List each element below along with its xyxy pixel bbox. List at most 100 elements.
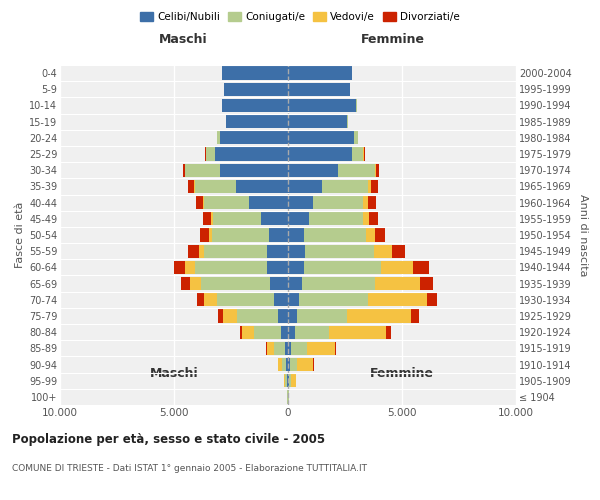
Bar [190,277,202,290]
Bar [363,196,368,209]
Bar [288,342,292,355]
Bar [286,358,288,371]
Bar [335,342,336,355]
Bar [288,358,290,371]
Bar [196,196,203,209]
Bar [218,310,223,322]
Bar [217,131,220,144]
Bar [322,180,368,193]
Text: Maschi: Maschi [149,367,199,380]
Bar [215,148,288,160]
Y-axis label: Anni di nascita: Anni di nascita [578,194,589,276]
Bar [181,277,190,290]
Bar [368,180,371,193]
Bar [203,244,268,258]
Bar [364,148,365,160]
Bar [202,277,270,290]
Bar [288,115,347,128]
Bar [206,148,215,160]
Bar [222,99,288,112]
Bar [268,244,288,258]
Bar [209,228,212,241]
Bar [307,342,335,355]
Bar [374,277,420,290]
Bar [288,326,295,339]
Bar [288,228,304,241]
Bar [278,310,288,322]
Bar [308,212,363,226]
Bar [200,228,209,241]
Bar [374,228,385,241]
Bar [203,293,217,306]
Bar [374,164,376,177]
Bar [285,342,288,355]
Bar [288,212,308,226]
Bar [281,326,288,339]
Bar [284,374,285,388]
Bar [373,244,392,258]
Bar [220,131,288,144]
Bar [185,164,220,177]
Bar [224,82,288,96]
Bar [205,148,206,160]
Legend: Celibi/Nubili, Coniugati/e, Vedovi/e, Divorziati/e: Celibi/Nubili, Coniugati/e, Vedovi/e, Di… [136,8,464,26]
Bar [297,310,347,322]
Bar [313,196,363,209]
Bar [413,260,430,274]
Bar [288,310,297,322]
Text: Femmine: Femmine [361,34,425,46]
Bar [288,277,302,290]
Bar [274,293,288,306]
Bar [288,260,304,274]
Bar [278,358,281,371]
Bar [194,260,268,274]
Text: Femmine: Femmine [370,367,434,380]
Bar [213,212,260,226]
Bar [288,244,305,258]
Bar [239,326,242,339]
Bar [392,244,406,258]
Bar [313,358,314,371]
Bar [254,326,281,339]
Bar [226,115,288,128]
Bar [194,180,236,193]
Bar [347,310,411,322]
Bar [288,293,299,306]
Bar [365,228,374,241]
Bar [420,277,433,290]
Bar [292,342,307,355]
Y-axis label: Fasce di età: Fasce di età [14,202,25,268]
Bar [371,180,378,193]
Bar [222,66,288,80]
Bar [352,148,363,160]
Bar [376,164,379,177]
Bar [237,310,278,322]
Bar [288,180,322,193]
Bar [183,164,185,177]
Bar [220,164,288,177]
Bar [289,374,292,388]
Bar [368,293,427,306]
Bar [217,293,274,306]
Bar [363,212,369,226]
Bar [304,260,382,274]
Bar [185,260,194,274]
Bar [268,260,288,274]
Bar [411,310,419,322]
Bar [305,244,373,258]
Bar [292,374,296,388]
Bar [427,293,437,306]
Bar [347,115,348,128]
Bar [270,277,288,290]
Bar [288,196,313,209]
Bar [242,326,254,339]
Bar [304,228,365,241]
Bar [174,260,185,274]
Bar [302,277,374,290]
Bar [188,244,199,258]
Bar [386,326,391,339]
Bar [203,196,249,209]
Bar [212,228,269,241]
Bar [188,180,194,193]
Bar [369,212,378,226]
